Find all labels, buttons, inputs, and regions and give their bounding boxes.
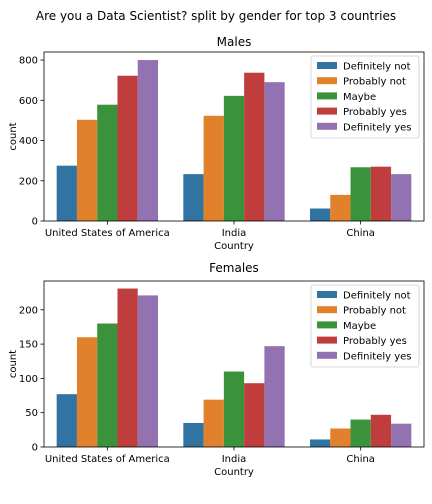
males-bar-india-probably-yes — [244, 72, 265, 221]
females-bar-china-probably-yes — [370, 414, 392, 447]
males-bar-united-states-of-america-definitely-yes — [137, 60, 158, 221]
females-bar-india-probably-not — [203, 399, 224, 447]
females-xtick-label-china: China — [346, 454, 375, 465]
males-bar-china-definitely-not — [310, 208, 331, 221]
males-xtick-label-india: India — [222, 228, 247, 239]
males-legend-label-probably-yes: Probably yes — [343, 107, 407, 118]
females-bar-china-definitely-yes — [391, 423, 412, 447]
females-legend-label-probably-not: Probably not — [343, 306, 406, 317]
females-bar-united-states-of-america-probably-yes — [117, 288, 138, 447]
males-legend-swatch-definitely-not — [317, 62, 337, 69]
males-ytick-label: 800 — [19, 56, 38, 67]
males-legend-label-definitely-yes: Definitely yes — [343, 122, 412, 133]
females-bar-india-definitely-not — [183, 422, 204, 447]
females-ytick-label: 100 — [19, 374, 38, 385]
males-legend-swatch-probably-yes — [317, 107, 337, 115]
females-xtick-label-india: India — [222, 454, 247, 465]
males-bar-india-maybe — [223, 95, 245, 221]
females-legend-swatch-probably-not — [317, 306, 337, 314]
females-legend-label-maybe: Maybe — [343, 321, 376, 332]
males-bar-united-states-of-america-probably-not — [76, 119, 98, 221]
females-legend-frame — [310, 284, 420, 368]
females-ytick-label: 0 — [32, 443, 38, 454]
males-chart-title: Males — [217, 35, 252, 49]
males-ytick-label: 400 — [19, 136, 38, 147]
males-ytick-label: 200 — [19, 176, 38, 187]
females-bar-united-states-of-america-probably-not — [76, 337, 98, 447]
females-bar-united-states-of-america-definitely-not — [56, 394, 77, 447]
males-bar-india-probably-not — [203, 115, 224, 221]
males-legend-label-probably-not: Probably not — [343, 77, 406, 88]
females-xaxis-label: Country — [214, 467, 254, 478]
females-legend-label-definitely-not: Definitely not — [343, 291, 411, 302]
females-chart-panel: Females 0 50 100 150 200 United States of Amer… — [8, 261, 425, 478]
males-legend-label-maybe: Maybe — [343, 92, 376, 103]
females-legend: Definitely not Probably not Maybe Probably … — [310, 284, 420, 368]
females-bar-india-definitely-yes — [264, 346, 285, 447]
females-ytick-label: 200 — [19, 305, 38, 316]
males-bar-china-probably-not — [330, 194, 351, 221]
males-legend: Definitely not Probably not Maybe Probably … — [310, 55, 420, 139]
females-legend-swatch-probably-yes — [317, 336, 337, 344]
females-legend-label-definitely-yes: Definitely yes — [343, 351, 412, 362]
males-bar-china-maybe — [350, 167, 371, 221]
males-ytick-label: 600 — [19, 96, 38, 107]
males-bar-united-states-of-america-maybe — [97, 104, 118, 221]
females-legend-swatch-definitely-not — [317, 291, 337, 298]
females-bar-china-definitely-not — [310, 439, 331, 447]
females-bar-india-maybe — [223, 371, 245, 447]
males-bar-india-definitely-yes — [264, 82, 285, 221]
males-bar-india-definitely-not — [183, 174, 204, 221]
males-legend-swatch-maybe — [317, 92, 337, 100]
females-legend-swatch-maybe — [317, 321, 337, 329]
females-legend-label-probably-yes: Probably yes — [343, 336, 407, 347]
males-legend-label-definitely-not: Definitely not — [343, 62, 411, 73]
females-legend-swatch-definitely-yes — [317, 351, 337, 359]
females-bar-china-probably-not — [330, 428, 351, 447]
females-ytick-label: 50 — [25, 408, 38, 419]
males-xtick-label-united-states-of-america: United States of America — [45, 228, 170, 239]
males-bar-china-probably-yes — [370, 166, 392, 221]
females-bar-united-states-of-america-maybe — [97, 323, 118, 447]
females-ytick-label: 150 — [19, 340, 38, 351]
females-bar-united-states-of-america-definitely-yes — [137, 295, 158, 447]
males-bar-united-states-of-america-probably-yes — [117, 75, 138, 221]
males-legend-frame — [310, 55, 420, 139]
females-bar-china-maybe — [350, 419, 371, 447]
males-bar-united-states-of-america-definitely-not — [56, 165, 77, 221]
females-chart-title: Females — [209, 261, 259, 275]
males-ytick-label: 0 — [32, 217, 38, 228]
males-xtick-label-china: China — [346, 228, 375, 239]
males-yaxis-label: count — [8, 122, 19, 150]
females-xtick-label-united-states-of-america: United States of America — [45, 454, 170, 465]
females-yaxis-label: count — [8, 350, 19, 378]
males-chart-panel: Males 0 200 400 600 800 United States of Ameri… — [8, 35, 425, 252]
males-legend-swatch-probably-not — [317, 77, 337, 85]
males-legend-swatch-definitely-yes — [317, 122, 337, 130]
females-bar-india-probably-yes — [244, 383, 265, 447]
males-bar-china-definitely-yes — [391, 174, 412, 221]
males-xaxis-label: Country — [214, 241, 254, 252]
figure-suptitle: Are you a Data Scientist? split by gende… — [36, 9, 396, 23]
